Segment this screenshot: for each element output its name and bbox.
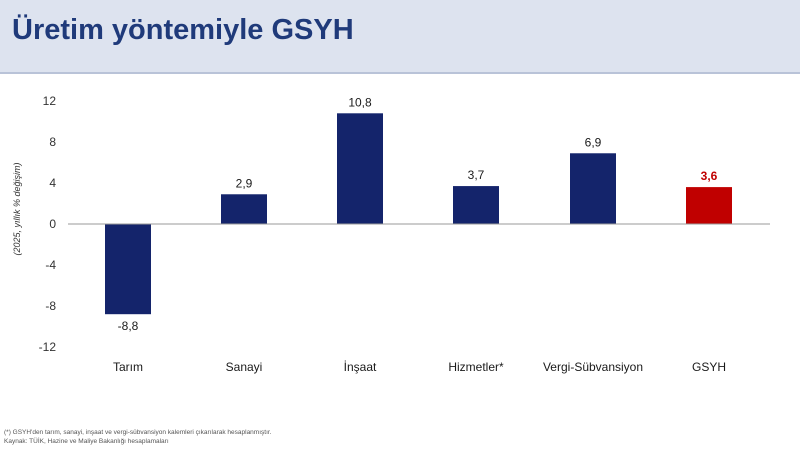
- x-tick-label: Hizmetler*: [448, 360, 504, 374]
- footnotes: (*) GSYH'den tarım, sanayi, inşaat ve ve…: [4, 428, 272, 446]
- y-tick-label: 0: [49, 217, 56, 231]
- data-label: 3,6: [701, 169, 718, 183]
- x-tick-label: GSYH: [692, 360, 726, 374]
- bar: [221, 194, 267, 224]
- title-bar: Üretim yöntemiyle GSYH: [0, 0, 800, 74]
- data-label: 2,9: [236, 176, 253, 190]
- data-label: 6,9: [585, 135, 602, 149]
- footnote-source: Kaynak: TÜİK, Hazine ve Maliye Bakanlığı…: [4, 438, 169, 445]
- footnote-note: (*) GSYH'den tarım, sanayi, inşaat ve ve…: [4, 429, 272, 436]
- x-tick-label: İnşaat: [344, 360, 377, 374]
- y-tick-label: 4: [49, 176, 56, 190]
- bar: [570, 153, 616, 224]
- data-label: 3,7: [468, 168, 485, 182]
- x-tick-label: Vergi-Sübvansiyon: [543, 360, 643, 374]
- y-axis-title: (2025, yıllık % değişim): [12, 162, 22, 255]
- page-title: Üretim yöntemiyle GSYH: [12, 14, 354, 46]
- bar: [686, 187, 732, 224]
- x-tick-label: Tarım: [113, 360, 143, 374]
- data-label: -8,8: [118, 319, 139, 333]
- data-label: 10,8: [348, 95, 372, 109]
- x-tick-label: Sanayi: [226, 360, 263, 374]
- bar: [105, 224, 151, 315]
- bar-chart: 12 8 4 0 -4 -8 -12 (2025, yıllık % değişim) -8,8…: [12, 94, 770, 374]
- bar: [453, 186, 499, 224]
- y-tick-label: 12: [43, 94, 57, 108]
- bar: [337, 113, 383, 224]
- y-tick-label: 8: [49, 135, 56, 149]
- y-tick-label: -12: [39, 340, 57, 354]
- y-tick-label: -4: [45, 258, 56, 272]
- y-tick-label: -8: [45, 299, 56, 313]
